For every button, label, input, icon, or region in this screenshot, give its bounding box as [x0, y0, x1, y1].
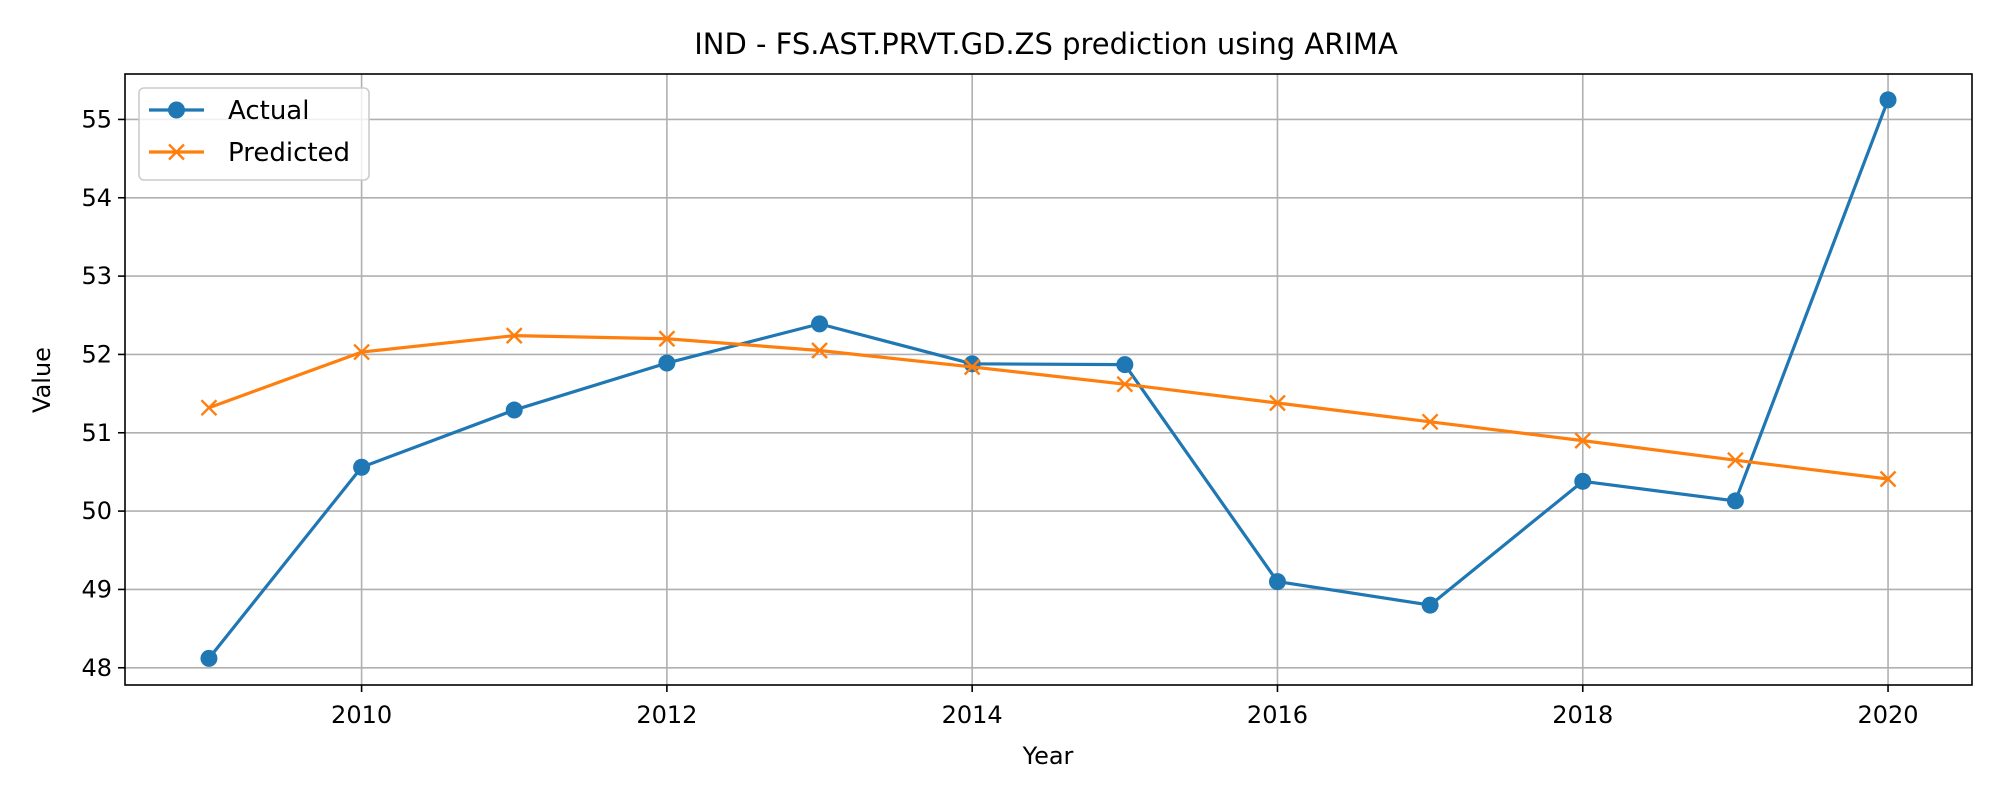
data-point-actual [1268, 573, 1286, 591]
y-axis-label: Value [28, 347, 56, 413]
data-point-actual [505, 401, 523, 419]
data-point-predicted [963, 358, 981, 376]
y-tick-label: 55 [81, 105, 112, 133]
data-point-predicted [1727, 451, 1744, 469]
data-point-actual [1116, 356, 1134, 374]
data-point-actual [353, 458, 371, 476]
data-point-predicted [1879, 470, 1897, 488]
y-tick-label: 48 [81, 654, 112, 682]
series-line-actual [207, 99, 1890, 660]
data-point-predicted [1116, 375, 1134, 393]
y-tick-label: 51 [81, 419, 112, 447]
legend-marker-predicted [168, 143, 185, 161]
series-predicted [200, 327, 1897, 488]
data-point-predicted [811, 342, 828, 359]
series-layer [200, 91, 1897, 667]
chart-title: IND - FS.AST.PRVT.GD.ZS prediction using… [694, 27, 1398, 61]
legend-label-actual: Actual [228, 96, 309, 126]
series-actual [200, 91, 1897, 667]
x-tick-label: 2016 [1247, 701, 1308, 729]
y-tick-label: 52 [81, 340, 112, 368]
data-point-predicted [505, 327, 523, 344]
y-tick-label: 53 [81, 262, 112, 290]
data-point-predicted [1421, 413, 1439, 431]
x-axis: 2010 2012 2014 2016 2018 2020 [331, 685, 1919, 729]
x-tick-label: 2018 [1552, 701, 1613, 729]
legend: Actual Predicted [138, 87, 370, 181]
data-point-predicted [353, 343, 370, 361]
x-tick-label: 2014 [942, 701, 1003, 729]
data-point-predicted [1269, 394, 1286, 412]
x-axis-label: Year [1022, 742, 1074, 770]
data-point-actual [811, 315, 829, 333]
data-point-actual [200, 649, 218, 667]
y-tick-label: 54 [81, 184, 112, 212]
data-point-actual [658, 354, 676, 372]
x-tick-label: 2010 [331, 701, 392, 729]
data-point-predicted [658, 330, 676, 348]
data-point-actual [1421, 596, 1439, 614]
y-tick-label: 49 [81, 575, 112, 603]
legend-marker-actual [168, 101, 185, 119]
x-tick-label: 2020 [1858, 701, 1919, 729]
y-tick-label: 50 [81, 497, 112, 525]
data-point-actual [963, 355, 981, 373]
data-point-actual [1574, 472, 1592, 490]
data-point-predicted [200, 399, 218, 417]
legend-label-predicted: Predicted [228, 138, 350, 168]
grid-lines [125, 74, 1972, 685]
data-point-predicted [1574, 432, 1592, 449]
y-axis: 48 49 50 51 52 53 54 55 [81, 105, 125, 682]
data-point-actual [1726, 492, 1744, 510]
data-point-actual [1879, 91, 1897, 109]
series-line-predicted [208, 334, 1889, 481]
x-tick-label: 2012 [636, 701, 697, 729]
plot-frame [124, 73, 1973, 686]
